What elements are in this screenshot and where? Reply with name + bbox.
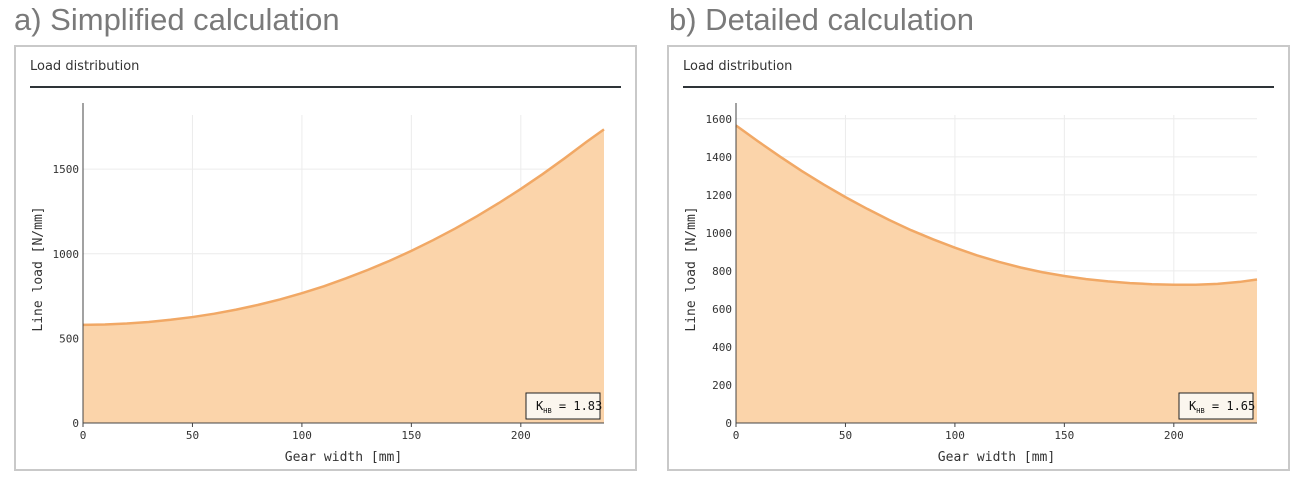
x-axis-label: Gear width [mm] [938, 450, 1055, 465]
y-axis-label: Line load [N/mm] [31, 206, 46, 331]
y-tick-label: 1600 [706, 113, 733, 126]
load-area [83, 129, 604, 423]
x-tick-label: 0 [733, 429, 740, 442]
khb-label: KHB = 1.83 [536, 399, 602, 415]
y-tick-label: 200 [712, 379, 732, 392]
khb-box [1178, 392, 1254, 420]
y-tick-label: 400 [712, 341, 732, 354]
y-tick-label: 500 [59, 332, 79, 345]
load-chart-detailed: 0 50 100 150 200 0 200 400 600 800 1000 1200 1400 160… [684, 103, 1258, 465]
x-tick-label: 50 [839, 429, 852, 442]
y-tick-label: 800 [712, 265, 732, 278]
khb-box [525, 392, 601, 420]
panel-divider [683, 86, 1274, 88]
x-tick-label: 150 [1054, 429, 1074, 442]
x-tick-label: 200 [1164, 429, 1184, 442]
y-axis-label: Line load [N/mm] [684, 206, 699, 331]
panel-detailed: Load distribution 0 50 100 150 200 0 200 400 600… [667, 45, 1290, 471]
panel-simplified: Load distribution 0 50 100 150 200 0 500 1000 15… [14, 45, 637, 471]
title-simplified: a) Simplified calculation [14, 2, 340, 37]
y-tick-label: 1400 [706, 151, 733, 164]
panel-heading: Load distribution [30, 59, 140, 74]
load-area [736, 125, 1257, 423]
panel-heading: Load distribution [683, 59, 793, 74]
y-tick-label: 0 [72, 417, 79, 430]
x-tick-label: 100 [945, 429, 965, 442]
title-detailed: b) Detailed calculation [669, 2, 975, 37]
load-line [735, 124, 1258, 287]
y-tick-label: 0 [725, 417, 732, 430]
x-tick-label: 100 [292, 429, 312, 442]
x-tick-label: 50 [186, 429, 199, 442]
x-tick-label: 0 [80, 429, 87, 442]
x-tick-label: 150 [401, 429, 421, 442]
y-tick-label: 1000 [706, 227, 733, 240]
panel-divider [30, 86, 621, 88]
y-tick-label: 1200 [706, 189, 733, 202]
x-axis-label: Gear width [mm] [285, 450, 402, 465]
load-line [82, 128, 605, 327]
x-tick-label: 200 [511, 429, 531, 442]
load-chart-simplified: 0 50 100 150 200 0 500 1000 1500 Gear width [mm] L… [31, 103, 605, 465]
y-tick-label: 600 [712, 303, 732, 316]
y-tick-label: 1500 [53, 163, 80, 176]
khb-label: KHB = 1.65 [1189, 399, 1255, 415]
y-tick-label: 1000 [53, 248, 80, 261]
